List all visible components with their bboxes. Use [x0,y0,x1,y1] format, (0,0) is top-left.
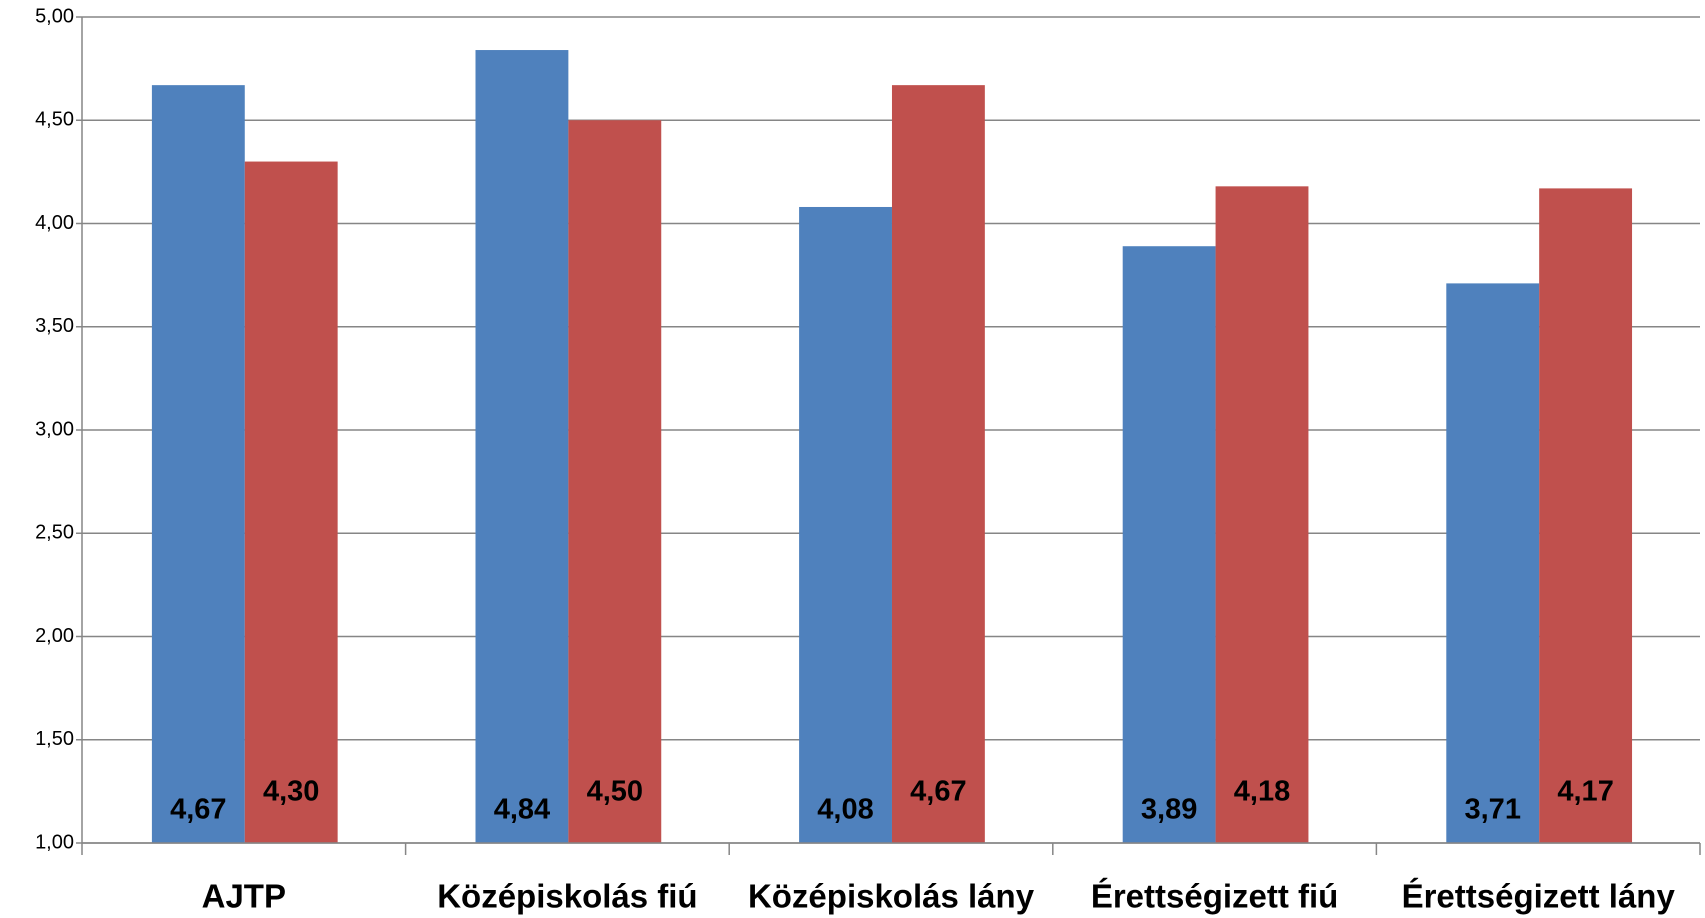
data-label: 4,67 [170,794,226,826]
bar [475,50,569,844]
bar [151,85,245,843]
y-tick-label: 2,50 [35,522,74,544]
y-tick-label: 1,00 [35,831,74,853]
y-tick-label: 4,50 [35,109,74,131]
data-label: 4,84 [494,794,550,826]
bar [1446,283,1540,843]
data-label: 4,17 [1557,776,1613,808]
y-tick-label: 1,50 [35,728,74,750]
y-tick-label: 3,50 [35,315,74,337]
bar [891,85,985,843]
x-tick-label: Középiskolás lány [748,878,1035,915]
y-tick-label: 5,00 [35,5,74,27]
data-label: 4,18 [1234,776,1290,808]
bar [799,206,892,844]
x-tick-label: Érettségizett lány [1402,878,1676,915]
bar [1122,246,1216,844]
data-label: 4,30 [263,776,319,808]
bar [244,161,338,844]
data-label: 4,50 [587,776,643,808]
x-tick-label: AJTP [202,878,286,915]
bar [1539,188,1633,843]
y-tick-label: 4,00 [35,212,74,234]
data-label: 4,67 [910,776,966,808]
y-tick-label: 2,00 [35,625,74,647]
x-tick-label: Érettségizett fiú [1091,878,1339,915]
x-tick-label: Középiskolás fiú [437,878,697,915]
data-label: 3,89 [1141,794,1197,826]
y-tick-label: 3,00 [35,418,74,440]
bar [1215,186,1309,843]
data-label: 4,08 [817,794,873,826]
data-label: 3,71 [1465,794,1521,826]
bar [568,120,662,843]
